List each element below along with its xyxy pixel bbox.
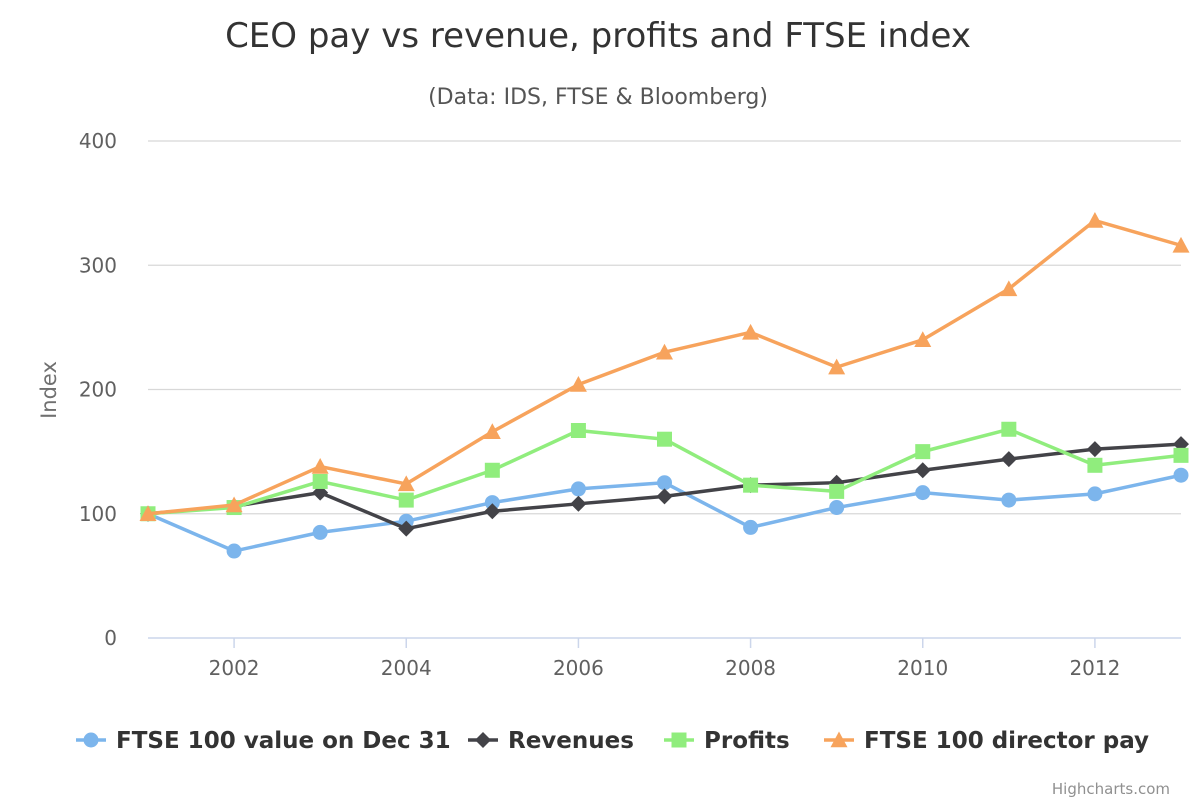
data-point-2-12[interactable]	[1173, 447, 1189, 463]
data-point-0-9[interactable]	[915, 485, 931, 501]
x-tick-label: 2012	[1069, 656, 1120, 680]
chart-subtitle: (Data: IDS, FTSE & Bloomberg)	[428, 85, 768, 110]
legend-label: Profits	[704, 728, 790, 754]
data-point-1-11[interactable]	[1086, 441, 1103, 458]
y-tick-label: 100	[79, 502, 117, 526]
x-tick-label: 2010	[897, 656, 948, 680]
legend-label: FTSE 100 director pay	[864, 728, 1149, 754]
data-point-0-7[interactable]	[743, 519, 759, 535]
legend-symbol-marker[interactable]	[83, 732, 99, 748]
data-point-2-11[interactable]	[1087, 457, 1103, 473]
data-point-3-6[interactable]	[656, 343, 673, 360]
data-point-1-6[interactable]	[656, 488, 673, 505]
data-point-2-5[interactable]	[570, 423, 586, 439]
y-tick-label: 200	[79, 378, 117, 402]
x-tick-label: 2006	[553, 656, 604, 680]
data-point-3-11[interactable]	[1086, 212, 1104, 228]
data-point-1-4[interactable]	[484, 503, 501, 520]
legend-symbol-marker[interactable]	[475, 732, 491, 748]
data-point-2-6[interactable]	[657, 431, 672, 447]
y-axis-ticks: 0 100 200 300 400	[79, 129, 117, 650]
x-tick-label: 2004	[381, 656, 432, 680]
legend-label: Revenues	[508, 728, 634, 754]
legend-item-1[interactable]: Revenues	[468, 728, 634, 754]
legend-symbol-marker[interactable]	[830, 731, 848, 748]
data-point-3-2[interactable]	[311, 458, 329, 474]
data-point-1-5[interactable]	[570, 495, 587, 512]
legend-item-2[interactable]: Profits	[664, 728, 790, 754]
x-tick-label: 2002	[209, 656, 260, 680]
data-point-2-10[interactable]	[1001, 421, 1017, 437]
series-line-3[interactable]	[146, 218, 1183, 516]
x-tick-label: 2008	[725, 656, 776, 680]
data-point-3-4[interactable]	[483, 423, 501, 439]
data-point-0-4[interactable]	[484, 495, 500, 511]
chart-title: CEO pay vs revenue, profits and FTSE ind…	[225, 16, 971, 56]
data-point-3-3[interactable]	[397, 475, 415, 492]
legend-item-0[interactable]: FTSE 100 value on Dec 31	[76, 728, 451, 754]
x-axis: 2002 2004 2006 2008 2010 2012	[148, 637, 1181, 680]
data-point-1-10[interactable]	[1000, 451, 1017, 468]
data-point-0-1[interactable]	[226, 543, 242, 559]
data-point-0-5[interactable]	[570, 481, 586, 497]
data-point-3-5[interactable]	[569, 376, 587, 392]
legend-item-3[interactable]: FTSE 100 director pay	[824, 728, 1149, 754]
data-point-3-10[interactable]	[1000, 280, 1018, 297]
data-point-0-11[interactable]	[1087, 486, 1103, 502]
legend: FTSE 100 value on Dec 31 Revenues Profits F…	[76, 728, 1149, 754]
data-point-2-7[interactable]	[743, 477, 759, 493]
data-point-1-9[interactable]	[914, 462, 931, 479]
y-axis-label: Index	[37, 361, 61, 419]
y-tick-label: 400	[79, 129, 117, 153]
data-point-3-1[interactable]	[225, 496, 243, 513]
data-point-0-2[interactable]	[312, 524, 328, 540]
data-point-3-9[interactable]	[914, 331, 932, 348]
data-point-2-8[interactable]	[829, 483, 845, 499]
legend-label: FTSE 100 value on Dec 31	[116, 728, 451, 754]
data-point-2-2[interactable]	[312, 473, 328, 489]
data-point-0-6[interactable]	[657, 475, 672, 491]
data-point-2-4[interactable]	[484, 462, 500, 478]
data-point-0-8[interactable]	[829, 500, 845, 516]
data-point-3-8[interactable]	[828, 358, 846, 375]
data-point-0-12[interactable]	[1173, 467, 1189, 483]
data-point-1-3[interactable]	[398, 520, 415, 537]
data-point-3-7[interactable]	[742, 323, 760, 340]
series-3	[139, 212, 1190, 521]
data-point-3-12[interactable]	[1172, 236, 1190, 253]
data-point-0-10[interactable]	[1001, 492, 1017, 508]
data-point-3-0[interactable]	[139, 505, 157, 521]
data-point-2-9[interactable]	[915, 444, 931, 460]
gridlines	[148, 140, 1181, 515]
data-point-2-3[interactable]	[398, 492, 414, 508]
legend-symbol-marker[interactable]	[671, 732, 687, 748]
y-tick-label: 0	[104, 626, 117, 650]
series-0	[140, 467, 1189, 559]
y-tick-label: 300	[79, 253, 117, 277]
series-2	[140, 421, 1189, 522]
credits-link[interactable]: Highcharts.com	[1052, 780, 1170, 798]
series-group	[139, 212, 1190, 559]
